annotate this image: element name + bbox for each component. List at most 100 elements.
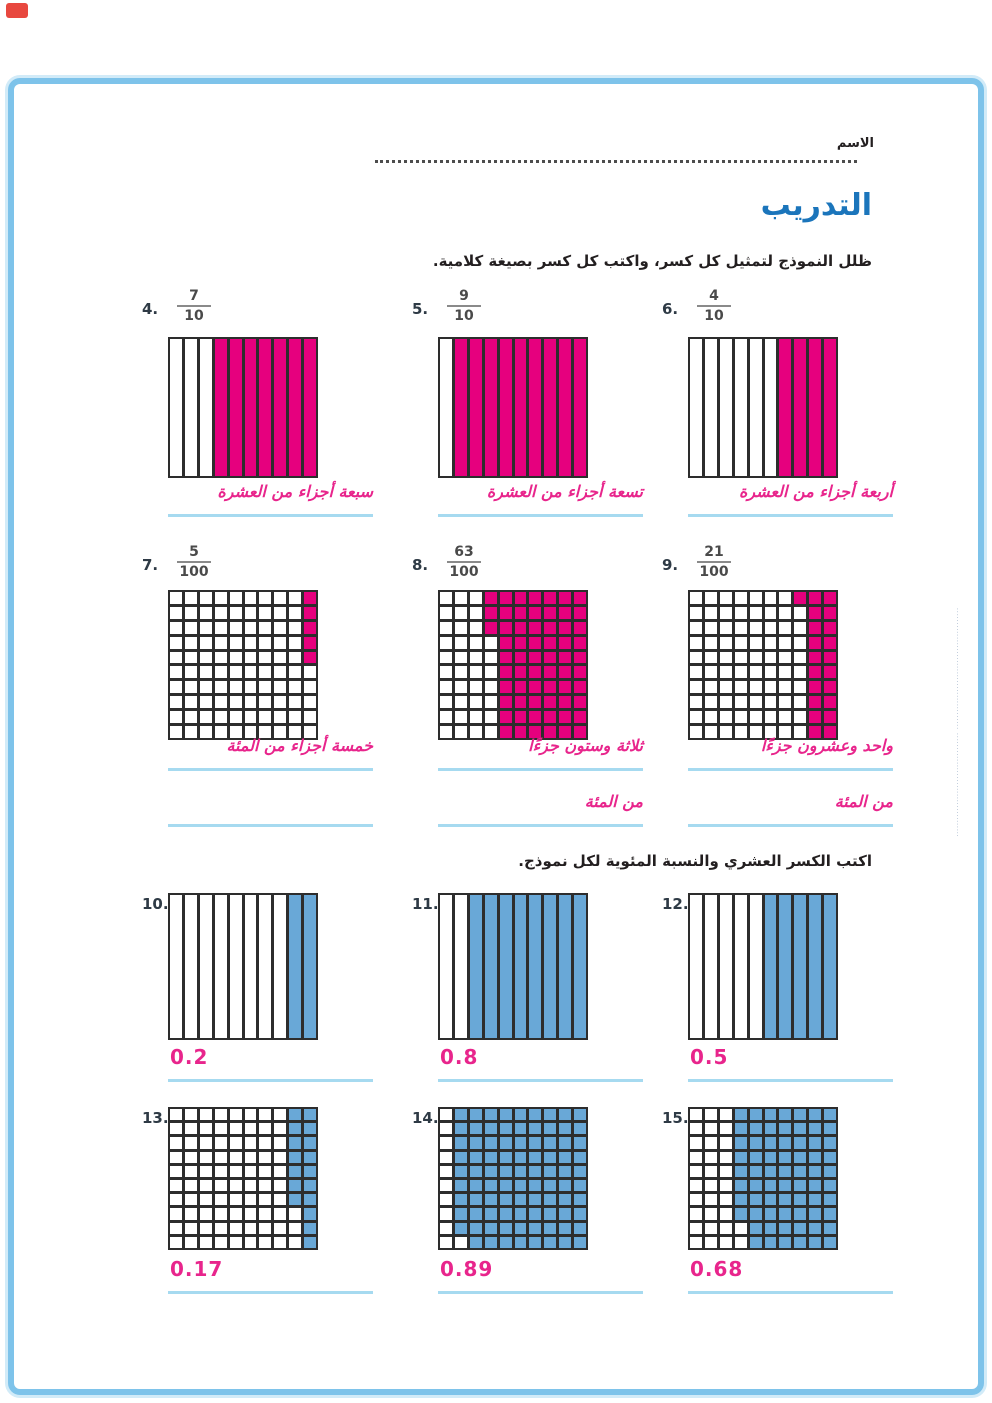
grid-cell	[259, 606, 272, 619]
grid-cell	[170, 636, 182, 649]
grid-cell	[274, 1137, 287, 1149]
grid-cell	[499, 1194, 512, 1206]
grid-cell	[719, 1222, 732, 1234]
grid-cell	[704, 1137, 717, 1149]
grid-cell	[690, 621, 702, 634]
grid-cell	[274, 1165, 287, 1177]
grid-cell	[440, 592, 452, 604]
grid-cell	[559, 339, 572, 476]
grid-cell	[690, 1123, 702, 1135]
grid-cell	[170, 696, 182, 709]
grid-cell	[199, 1123, 212, 1135]
grid-cell	[544, 621, 557, 634]
grid-cell	[559, 1137, 572, 1149]
grid-cell	[574, 1123, 586, 1135]
grid-cell	[809, 711, 822, 724]
grid-cell	[574, 1208, 586, 1220]
grid-cell	[289, 1208, 302, 1220]
grid-cell	[199, 666, 212, 679]
grid-cell	[304, 621, 316, 634]
grid-cell	[690, 895, 702, 1038]
grid-cell	[214, 895, 227, 1038]
grid-cell	[704, 681, 717, 694]
grid-cell	[274, 666, 287, 679]
side-vertical-text: ········································…	[953, 608, 960, 838]
grid-cell	[484, 711, 497, 724]
grid-cell	[170, 681, 182, 694]
grid-cell	[559, 621, 572, 634]
grid-cell	[229, 621, 242, 634]
grid-cell	[214, 1208, 227, 1220]
grid-cell	[690, 1151, 702, 1163]
grid-cell	[214, 1236, 227, 1248]
grid-cell	[749, 1109, 762, 1121]
grid-cell	[704, 1222, 717, 1234]
worksheet-title: التدريب	[760, 188, 872, 223]
grid-cell	[244, 339, 257, 476]
answer-underline	[438, 1291, 643, 1294]
grid-cell	[244, 1109, 257, 1121]
grid-cell	[734, 339, 747, 476]
grid-cell	[734, 895, 747, 1038]
grid-cell	[214, 666, 227, 679]
grid-cell	[499, 1165, 512, 1177]
grid-cell	[199, 1151, 212, 1163]
fraction-bar	[697, 305, 731, 308]
grid-cell	[499, 1123, 512, 1135]
grid-cell	[529, 711, 542, 724]
grid-cell	[574, 1137, 586, 1149]
grid-cell	[529, 726, 542, 738]
grid-cell	[229, 666, 242, 679]
grid-cell	[469, 726, 482, 738]
grid-cell	[514, 339, 527, 476]
grid-cell	[184, 636, 197, 649]
grid-cell	[559, 696, 572, 709]
grid-cell	[824, 696, 836, 709]
grid-cell	[559, 1165, 572, 1177]
grid-cell	[440, 1137, 452, 1149]
grid-cell	[824, 592, 836, 604]
problem-number: 15.	[662, 1109, 689, 1127]
grid-cell	[529, 1123, 542, 1135]
grid-cell	[199, 606, 212, 619]
grid-cell	[809, 636, 822, 649]
grid-cell	[184, 681, 197, 694]
grid-cell	[690, 606, 702, 619]
grid-cell	[244, 651, 257, 664]
grid-cell	[690, 1222, 702, 1234]
fraction-denominator: 10	[704, 308, 724, 325]
grid-cell	[259, 666, 272, 679]
grid-cell	[304, 592, 316, 604]
grid-cell	[749, 636, 762, 649]
grid-cell	[779, 592, 792, 604]
grid-cell	[199, 651, 212, 664]
grid-cell	[289, 895, 302, 1038]
grid-cell	[289, 621, 302, 634]
grid-cell	[274, 711, 287, 724]
decimal-answer: 0.5	[690, 1045, 729, 1069]
grid-cell	[304, 1194, 316, 1206]
grid-cell	[289, 339, 302, 476]
grid-cell	[704, 592, 717, 604]
grid-cell	[544, 681, 557, 694]
grid-cell	[499, 651, 512, 664]
grid-cell	[484, 1236, 497, 1248]
grid-cell	[704, 339, 717, 476]
answer-underline	[438, 768, 643, 771]
grid-cell	[704, 636, 717, 649]
problem-number: 5.	[412, 300, 429, 318]
grid-cell	[690, 1165, 702, 1177]
grid-cell	[544, 711, 557, 724]
grid-cell	[544, 339, 557, 476]
grid-cell	[764, 592, 777, 604]
grid-cell	[514, 606, 527, 619]
grid-cell	[794, 1151, 807, 1163]
grid-cell	[734, 606, 747, 619]
grid-cell	[170, 1222, 182, 1234]
decimal-answer: 0.89	[440, 1257, 494, 1281]
grid-cell	[244, 696, 257, 709]
grid-cell	[199, 681, 212, 694]
grid-cell	[719, 711, 732, 724]
grid-cell	[574, 1151, 586, 1163]
grid-cell	[734, 1179, 747, 1192]
